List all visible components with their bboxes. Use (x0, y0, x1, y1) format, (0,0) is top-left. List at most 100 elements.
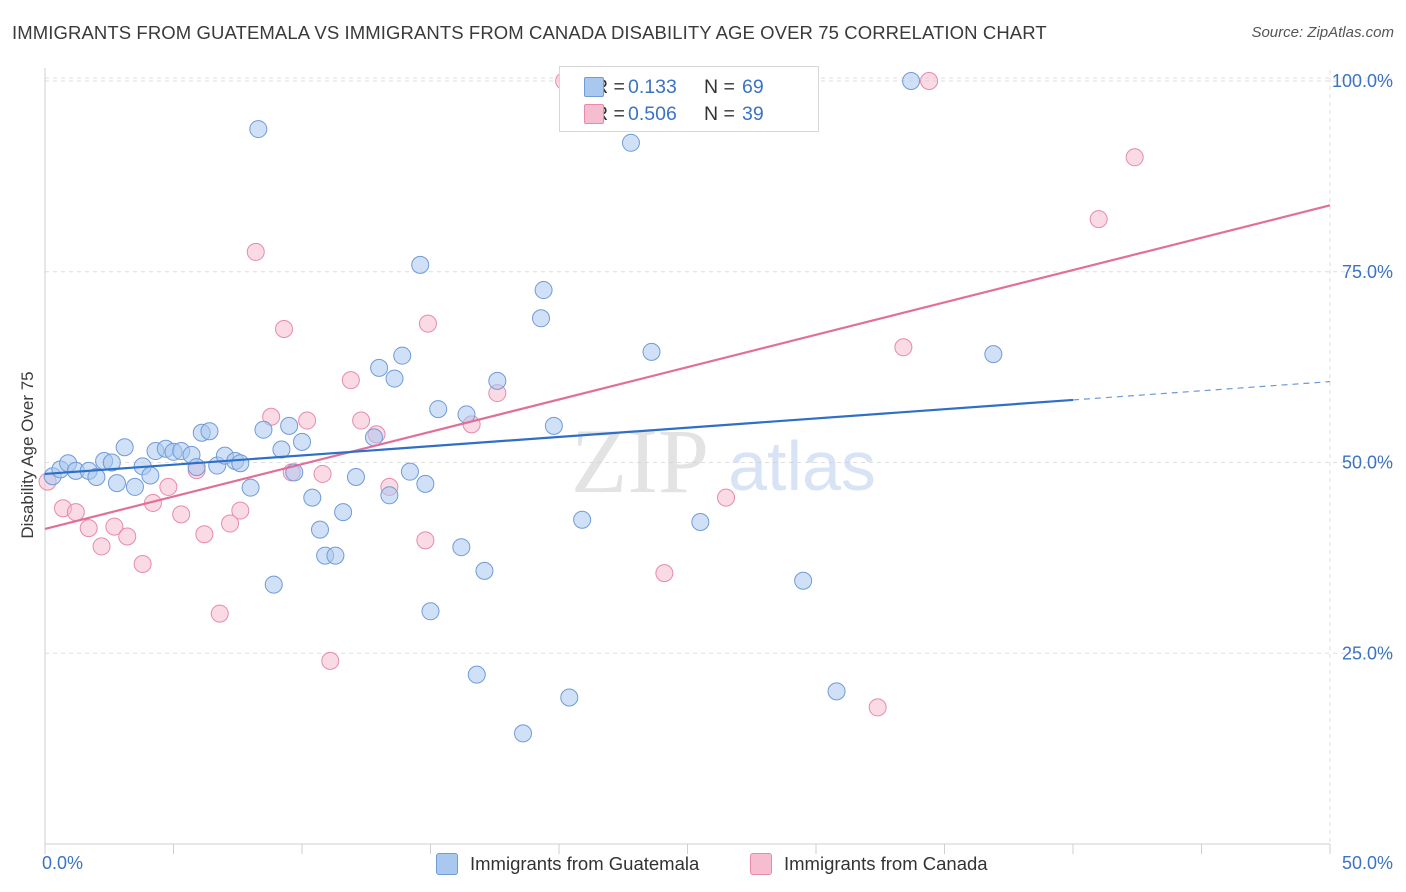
canada-point (105, 517, 124, 536)
guatemala-point (249, 120, 268, 139)
legend-row-guatemala: R = 0.133 N = 69 (584, 72, 764, 102)
canada-point (172, 505, 191, 524)
stats-legend: R = 0.133 N = 69 R = 0.506 N = 39 (559, 66, 819, 132)
guatemala-point (280, 416, 299, 435)
watermark-atlas: atlas (728, 427, 876, 505)
guatemala-point (385, 369, 404, 388)
guatemala-point (102, 453, 121, 472)
legend-swatch-guatemala (436, 853, 458, 875)
legend-label-guatemala: Immigrants from Guatemala (470, 853, 700, 874)
canada-point (313, 464, 332, 483)
canada-point (1125, 148, 1144, 167)
y-tick-label: 50.0% (1342, 453, 1393, 473)
canada-point (118, 527, 137, 546)
canada-point (231, 501, 250, 520)
guatemala-point (231, 454, 250, 473)
canada-point (894, 338, 913, 357)
canada-point (159, 477, 178, 496)
guatemala-point (411, 255, 430, 274)
guatemala-point (141, 466, 160, 485)
guatemala-point (532, 309, 551, 328)
canada-point (133, 554, 152, 573)
guatemala-point (293, 432, 311, 451)
guatemala-point (200, 422, 219, 441)
guatemala-point (187, 458, 206, 477)
canada-point (66, 503, 85, 522)
guatemala-point (380, 486, 399, 505)
guatemala-point (429, 400, 448, 419)
source-credit: Source: ZipAtlas.com (1251, 24, 1394, 41)
guatemala-point (452, 538, 471, 557)
legend-n-label: N = (704, 102, 735, 125)
legend-label-canada: Immigrants from Canada (784, 853, 988, 874)
canada-point (717, 488, 736, 507)
guatemala-point (272, 440, 291, 459)
guatemala-point (125, 477, 144, 496)
y-tick-label: 75.0% (1342, 262, 1393, 282)
guatemala-point (241, 478, 260, 497)
guatemala-point (393, 346, 412, 365)
gridlines (45, 70, 1392, 844)
guatemala-point (370, 358, 389, 377)
legend-row-canada: R = 0.506 N = 39 (584, 99, 764, 129)
guatemala-point (573, 510, 592, 529)
legend-swatch-canada (584, 104, 604, 124)
y-tick-label: 100.0% (1332, 71, 1393, 91)
guatemala-point (87, 467, 106, 486)
guatemala-point (475, 561, 494, 580)
legend-r-value: 0.506 (628, 102, 677, 125)
guatemala-point (107, 474, 126, 493)
guatemala-point (488, 371, 507, 390)
guatemala-point (794, 571, 813, 590)
guatemala-point (416, 474, 435, 493)
canada-point (221, 514, 240, 533)
legend-swatch-canada (750, 853, 772, 875)
canada-point (298, 411, 317, 430)
guatemala-point (326, 546, 345, 565)
canada-point (195, 525, 214, 544)
guatemala-point (303, 488, 322, 507)
legend-swatch-guatemala (584, 77, 604, 97)
guatemala-point (334, 503, 353, 522)
canada-point (275, 319, 294, 338)
canada-point (321, 651, 340, 670)
x-tick-label-max: 50.0% (1342, 853, 1393, 873)
canada-points (38, 72, 1144, 717)
guatemala-point (467, 665, 486, 684)
guatemala-point (254, 420, 273, 439)
series-legend-guatemala: Immigrants from Guatemala (436, 851, 699, 877)
guatemala-point (560, 688, 579, 707)
guatemala-points (43, 72, 1003, 743)
guatemala-point (364, 428, 383, 447)
canada-point (418, 314, 437, 333)
canada-point (920, 72, 939, 90)
canada-point (92, 537, 111, 556)
canada-point (655, 564, 674, 583)
canada-trend-line (44, 204, 1331, 530)
canada-point (352, 411, 371, 430)
watermark-zip: ZIP (571, 410, 709, 512)
canada-point (79, 519, 98, 538)
tick-labels: 25.0% 50.0% 75.0% 100.0% 0.0% 50.0% (42, 71, 1393, 873)
axes (44, 68, 1331, 854)
guatemala-point (827, 682, 846, 701)
guatemala-point (514, 724, 533, 743)
guatemala-trend-extension (1072, 381, 1331, 401)
guatemala-point (264, 575, 283, 594)
canada-point (1089, 210, 1108, 229)
legend-n-value: 39 (742, 102, 764, 125)
y-axis-label: Disability Age Over 75 (18, 371, 37, 539)
legend-n-label: N = (704, 75, 735, 98)
x-tick-label-min: 0.0% (42, 853, 83, 873)
guatemala-point (902, 72, 921, 90)
legend-r-value: 0.133 (628, 75, 677, 98)
guatemala-point (544, 416, 563, 435)
trend-lines (44, 204, 1331, 530)
canada-point (868, 698, 887, 717)
guatemala-trend-line (44, 398, 1074, 476)
canada-point (416, 531, 435, 550)
guatemala-point (421, 602, 440, 621)
guatemala-point (534, 281, 553, 300)
series-legend-canada: Immigrants from Canada (750, 851, 988, 877)
